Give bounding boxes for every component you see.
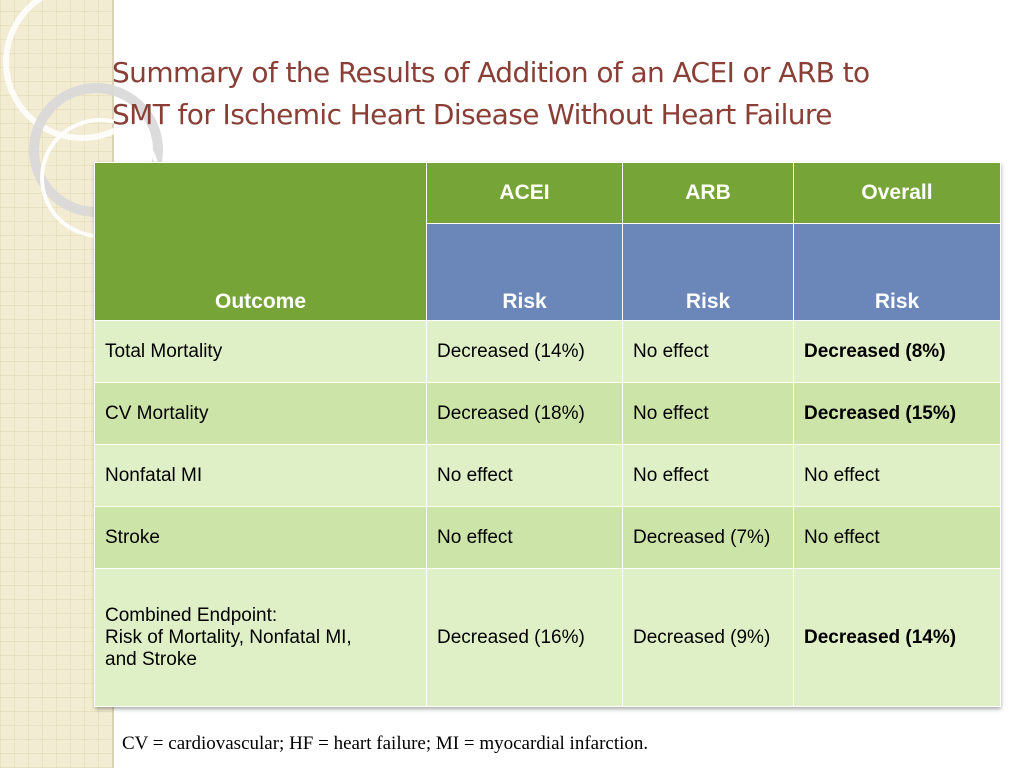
acei-header: ACEI [426, 162, 623, 224]
arb-cell: No effect [622, 320, 794, 383]
outcome-label: CV Mortality [105, 402, 209, 424]
overall-cell: Decreased (15%) [793, 382, 1001, 445]
table-row-total-mortality: Total Mortality Decreased (14%) No effec… [94, 320, 1001, 383]
outcome-cell: Nonfatal MI [94, 444, 427, 507]
overall-risk-subheader: Risk [793, 223, 1001, 321]
overall-cell: Decreased (14%) [793, 568, 1001, 707]
outcome-cell: CV Mortality [94, 382, 427, 445]
acei-cell: No effect [426, 444, 623, 507]
outcome-label-line-3: and Stroke [105, 648, 197, 670]
outcome-label: Total Mortality [105, 340, 223, 362]
outcome-label-line-2: Risk of Mortality, Nonfatal MI, [105, 626, 352, 648]
slide-title-line-2: SMT for Ischemic Heart Disease Without H… [112, 98, 832, 131]
acei-cell: Decreased (18%) [426, 382, 623, 445]
table-row-cv-mortality: CV Mortality Decreased (18%) No effect D… [94, 382, 1001, 445]
results-table: Outcome ACEI ARB Overall Risk Risk Risk … [94, 162, 1001, 707]
results-table-container: Outcome ACEI ARB Overall Risk Risk Risk … [94, 162, 1001, 707]
outcome-label-line-1: Combined Endpoint: [105, 604, 278, 626]
acei-cell: Decreased (16%) [426, 568, 623, 707]
table-row-nonfatal-mi: Nonfatal MI No effect No effect No effec… [94, 444, 1001, 507]
outcome-label: Stroke [105, 526, 160, 548]
arb-risk-subheader: Risk [622, 223, 794, 321]
acei-cell: Decreased (14%) [426, 320, 623, 383]
overall-cell: Decreased (8%) [793, 320, 1001, 383]
overall-cell: No effect [793, 506, 1001, 569]
arb-header: ARB [622, 162, 794, 224]
arb-cell: Decreased (7%) [622, 506, 794, 569]
arb-cell: No effect [622, 444, 794, 507]
arb-cell: No effect [622, 382, 794, 445]
slide-title-line-1: Summary of the Results of Addition of an… [112, 56, 870, 89]
overall-cell: No effect [793, 444, 1001, 507]
outcome-label: Nonfatal MI [105, 464, 203, 486]
acei-cell: No effect [426, 506, 623, 569]
outcome-cell: Combined Endpoint: Risk of Mortality, No… [94, 568, 427, 707]
overall-header: Overall [793, 162, 1001, 224]
outcome-cell: Stroke [94, 506, 427, 569]
side-band-pattern [0, 0, 112, 768]
arb-cell: Decreased (9%) [622, 568, 794, 707]
table-row-combined-endpoint: Combined Endpoint: Risk of Mortality, No… [94, 568, 1001, 707]
footnote: CV = cardiovascular; HF = heart failure;… [122, 733, 649, 754]
outcome-cell: Total Mortality [94, 320, 427, 383]
outcome-header: Outcome [94, 162, 427, 321]
slide-title: Summary of the Results of Addition of an… [112, 52, 992, 136]
acei-risk-subheader: Risk [426, 223, 623, 321]
table-row-stroke: Stroke No effect Decreased (7%) No effec… [94, 506, 1001, 569]
